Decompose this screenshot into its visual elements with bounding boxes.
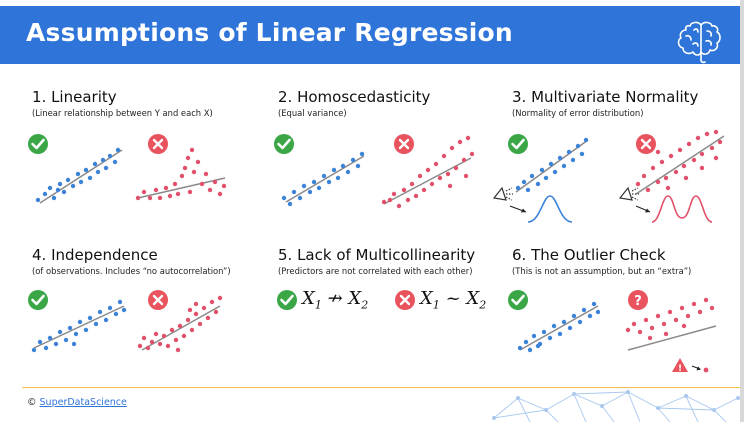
formula-not-correlated: X1 ↛ X2 [302, 288, 369, 312]
scatter-points-red [625, 297, 715, 341]
svg-text:!: ! [678, 364, 682, 374]
page-title: Assumptions of Linear Regression [26, 18, 513, 47]
regression-line [627, 325, 717, 351]
cross-icon [148, 290, 168, 310]
check-icon [508, 134, 528, 154]
homoscedasticity-plots [274, 134, 475, 209]
outlier-plots: ? ! [508, 290, 717, 374]
panel-title: 4. Independence [32, 246, 158, 264]
regression-line [519, 305, 599, 351]
copyright-symbol: © [27, 397, 37, 408]
scatter-points-blue [281, 151, 365, 207]
cross-icon [395, 290, 415, 310]
panel-title: 1. Linearity [32, 88, 117, 106]
arrow-icon [509, 205, 527, 213]
panel-homoscedasticity: 2. Homoscedasticity (Equal variance) [278, 88, 498, 218]
panel-outlier-check: 6. The Outlier Check (This is not an ass… [512, 246, 737, 376]
scatter-points-blue [35, 147, 121, 203]
regression-line [137, 177, 226, 199]
panel-independence: 4. Independence (of observations. Includ… [32, 246, 272, 376]
panel-title: 5. Lack of Multicollinearity [278, 246, 476, 264]
regression-line [39, 149, 123, 204]
regression-line [383, 157, 472, 205]
scatter-points-red [137, 295, 223, 353]
scatter-points-blue [515, 137, 589, 193]
panel-title: 3. Multivariate Normality [512, 88, 699, 106]
scatter-points-red [381, 135, 475, 209]
footer-rule [22, 387, 740, 388]
panel-title: 2. Homoscedasticity [278, 88, 431, 106]
arrow-icon [691, 365, 701, 371]
warning-icon: ! [672, 358, 688, 374]
regression-line [33, 305, 125, 349]
scatter-points-red [135, 147, 227, 201]
footer: © SuperDataScience [27, 397, 127, 408]
bimodal-curve [651, 195, 713, 223]
panel-multicollinearity: 5. Lack of Multicollinearity (Predictors… [278, 246, 503, 376]
outlier-point [703, 367, 709, 373]
formula-correlated: X1 ~ X2 [420, 288, 487, 312]
svg-text:?: ? [634, 294, 642, 309]
panel-linearity: 1. Linearity (Linear relationship betwee… [32, 88, 252, 218]
regression-line [141, 305, 221, 351]
slide-shadow [740, 0, 744, 422]
linearity-plots [28, 134, 227, 204]
scatter-points-red [635, 129, 723, 193]
panel-subtitle: (Equal variance) [278, 108, 347, 118]
brand-link[interactable]: SuperDataScience [39, 397, 127, 408]
cross-icon [636, 134, 656, 154]
cross-icon [394, 134, 414, 154]
scatter-points-blue [517, 301, 601, 353]
normal-curve [527, 195, 573, 223]
eye-icon [618, 186, 639, 201]
panel-subtitle: (Linear relationship between Y and each … [32, 108, 213, 118]
brain-icon [677, 21, 721, 64]
regression-line [515, 139, 589, 193]
panel-subtitle: (Predictors are not correlated with each… [278, 266, 473, 276]
panel-multivariate-normality: 3. Multivariate Normality (Normality of … [512, 88, 737, 218]
arrow-icon [635, 205, 651, 213]
question-icon: ? [628, 290, 648, 310]
network-decoration [492, 390, 740, 422]
scatter-points-blue [31, 299, 127, 353]
eye-icon [492, 186, 513, 201]
check-icon [28, 290, 48, 310]
panel-subtitle: (Normality of error distribution) [512, 108, 644, 118]
independence-plots [28, 290, 223, 353]
panel-subtitle: (This is not an assumption, but an “extr… [512, 266, 692, 276]
check-icon [28, 134, 48, 154]
header-bar: Assumptions of Linear Regression [0, 6, 740, 64]
normality-plots [492, 129, 725, 223]
panel-title: 6. The Outlier Check [512, 246, 666, 264]
regression-line [635, 135, 725, 195]
cross-icon [148, 134, 168, 154]
check-icon [508, 290, 528, 310]
check-icon [277, 290, 297, 310]
panel-subtitle: (of observations. Includes “no autocorre… [32, 266, 231, 276]
regression-line [285, 155, 365, 203]
check-icon [274, 134, 294, 154]
